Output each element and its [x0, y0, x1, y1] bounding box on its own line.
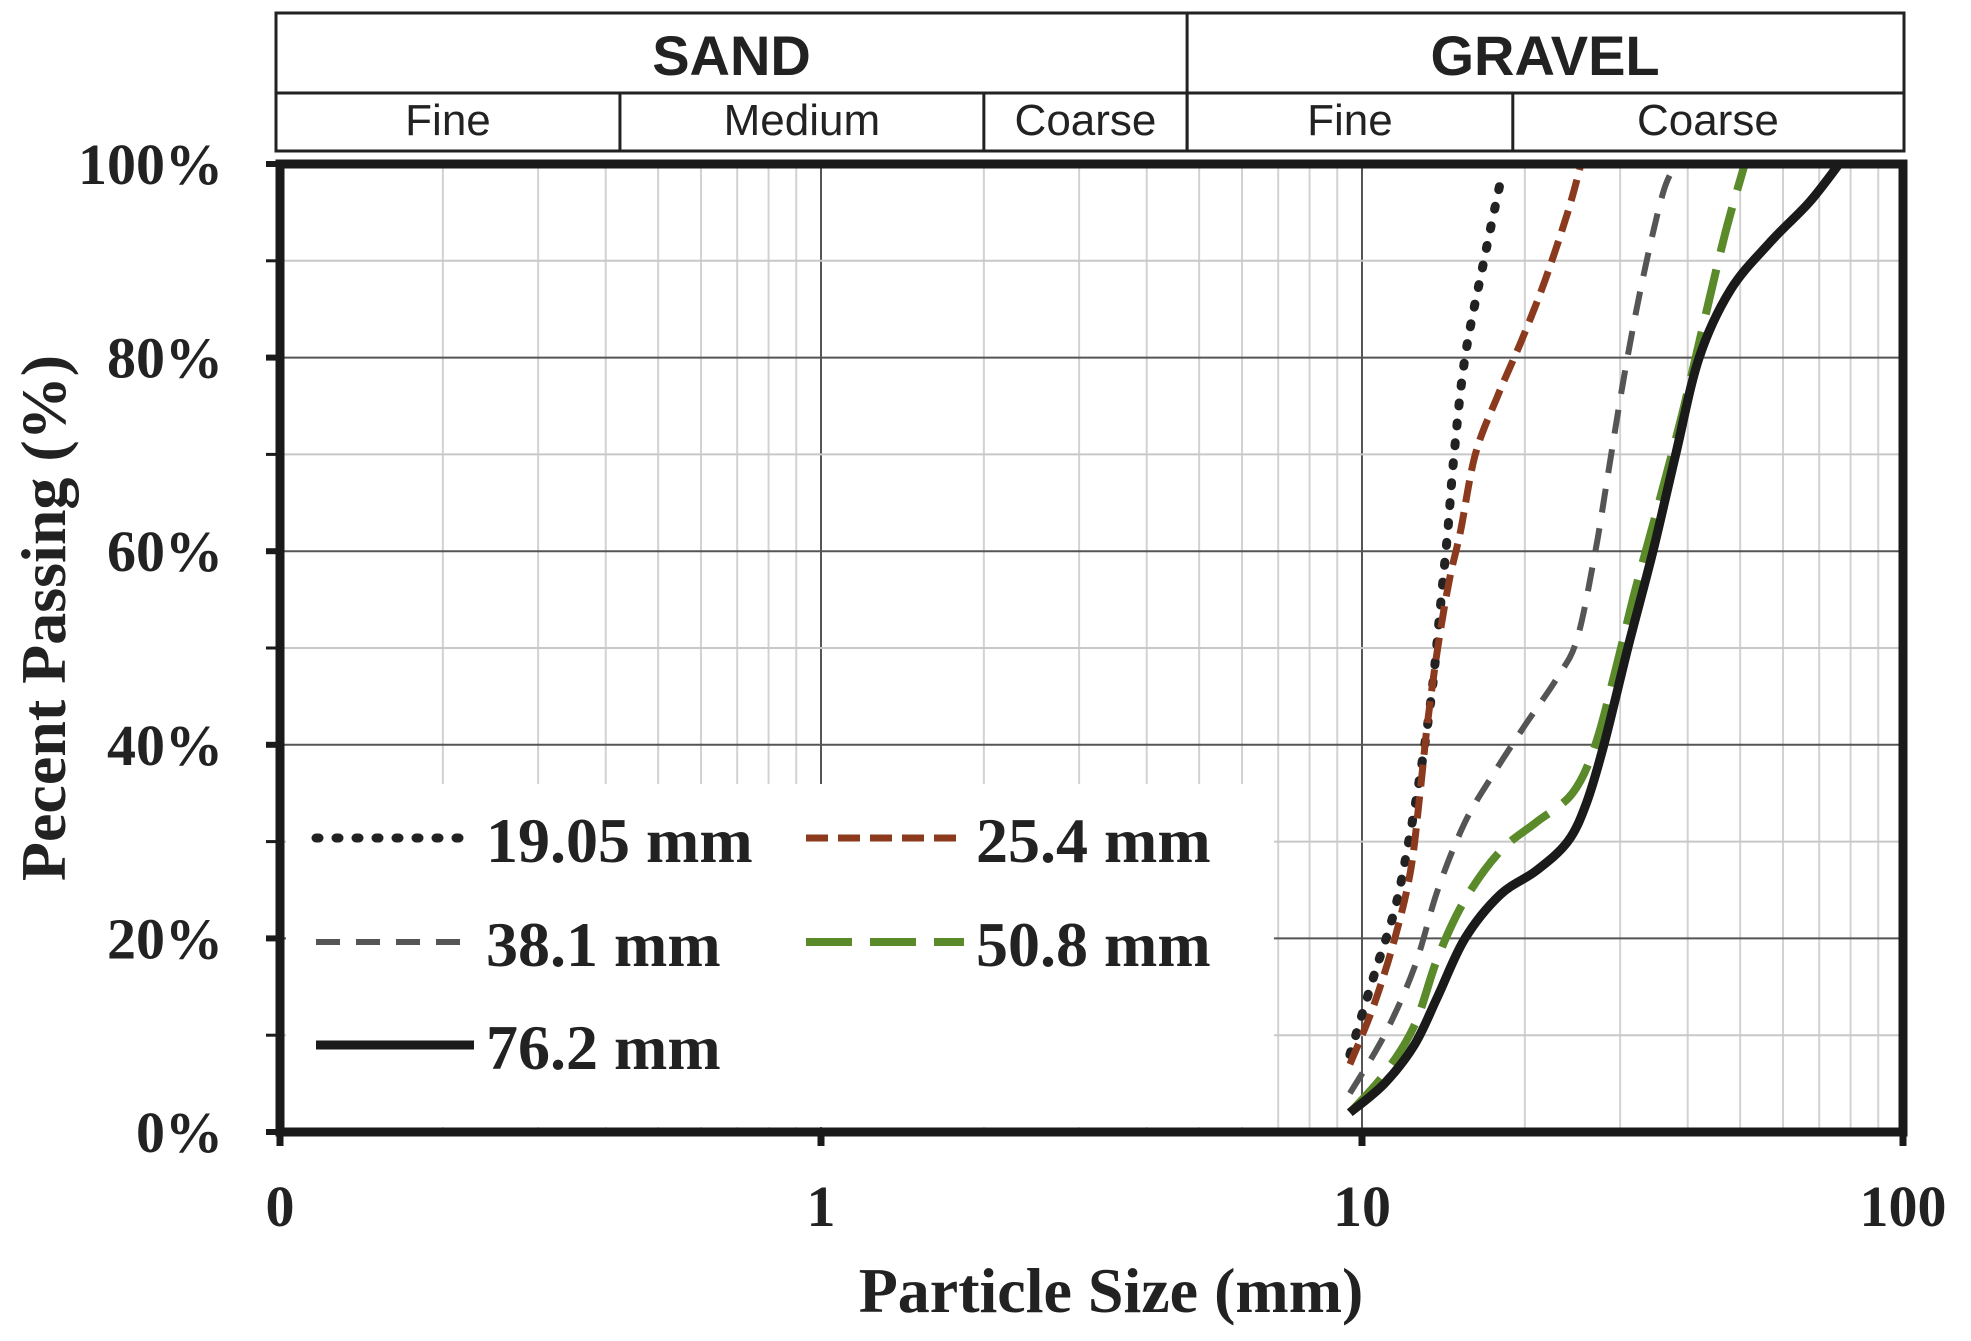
subgroup-label: Coarse [1015, 96, 1157, 145]
subgroup-label: Medium [724, 96, 881, 145]
legend-label: 76.2 mm [486, 1012, 721, 1083]
y-tick-label: 0% [136, 1100, 223, 1165]
legend-label: 38.1 mm [486, 909, 721, 980]
legend-label: 19.05 mm [486, 805, 753, 876]
y-tick-label: 20% [107, 906, 223, 971]
x-axis-ticks: 0 1 10 100 [266, 1132, 1947, 1239]
soil-classification-header: SAND GRAVEL Fine Medium Coarse Fine Coarse [274, 11, 1906, 153]
subgroup-label: Fine [1307, 96, 1393, 145]
x-tick-label: 100 [1860, 1174, 1947, 1239]
legend-label: 50.8 mm [976, 909, 1211, 980]
y-axis-ticks: 0% 20% 40% 60% 80% 100% [78, 132, 280, 1165]
x-tick-label: 1 [807, 1174, 836, 1239]
y-tick-label: 40% [107, 713, 223, 778]
x-tick-label: 10 [1333, 1174, 1391, 1239]
series-line-50-8-mm [1346, 162, 1749, 1116]
y-tick-label: 80% [107, 326, 223, 391]
x-axis-label: Particle Size (mm) [859, 1255, 1364, 1326]
series-line-25-4-mm [1346, 163, 1585, 1066]
series-line-76-2-mm [1347, 161, 1843, 1117]
y-tick-label: 60% [107, 519, 223, 584]
header-border [274, 11, 1906, 153]
subgroup-label: Coarse [1637, 96, 1779, 145]
y-axis-label: Pecent Passing (%) [8, 355, 79, 881]
y-tick-label: 100% [78, 132, 223, 197]
legend-box [286, 784, 1274, 1127]
x-tick-label: 0 [266, 1174, 295, 1239]
series-lines [1345, 161, 1843, 1117]
subgroup-label: Fine [405, 96, 491, 145]
group-label: SAND [652, 24, 811, 87]
series-line-38-1-mm [1347, 162, 1680, 1095]
legend-label: 25.4 mm [976, 805, 1211, 876]
group-label: GRAVEL [1430, 24, 1659, 87]
legend: 19.05 mm 25.4 mm 38.1 mm 50.8 mm 76.2 mm [286, 784, 1274, 1127]
